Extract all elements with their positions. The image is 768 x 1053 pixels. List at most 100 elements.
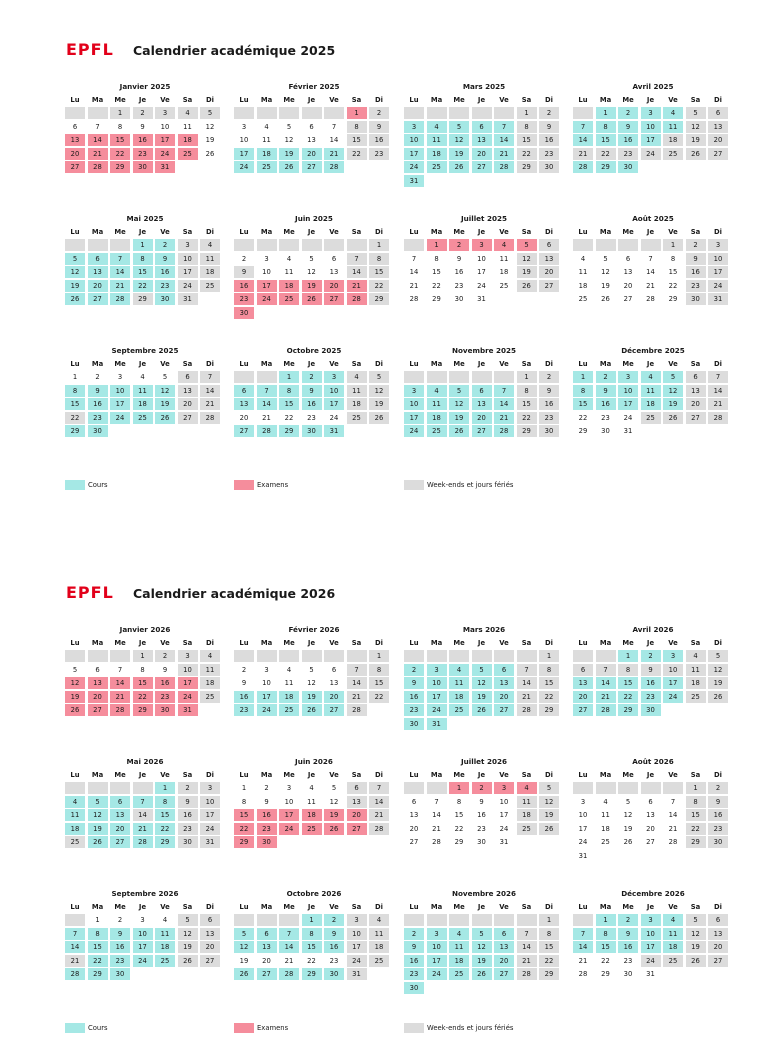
- day-cell: 21: [516, 954, 537, 967]
- day-cell: 9: [155, 252, 175, 265]
- day-cell: 21: [668, 824, 678, 833]
- day-cell: 24: [256, 293, 277, 305]
- day-cell: 13: [471, 398, 492, 410]
- empty-day-cell: [426, 371, 447, 383]
- weekday-label: Je: [477, 639, 486, 647]
- weekday-label: Ve: [160, 903, 170, 911]
- day-cell: 13: [87, 677, 108, 689]
- day-cell: 5: [625, 797, 631, 806]
- day-cell: 22: [284, 413, 294, 422]
- day-cell: 2: [177, 782, 198, 794]
- day-cell: 30: [454, 295, 464, 303]
- day-cell: 21: [646, 281, 655, 290]
- weekday-label: Sa: [690, 639, 701, 647]
- day-cell: 4: [264, 122, 269, 131]
- day-cell: 26: [369, 411, 389, 424]
- day-cell: 21: [369, 809, 389, 821]
- weekday-label: Je: [307, 228, 316, 236]
- weekday-label: Di: [375, 96, 383, 104]
- day-cell: 19: [301, 690, 322, 703]
- empty-day-cell: [426, 914, 447, 926]
- day-cell: 27: [471, 425, 492, 437]
- weekday-label: Ve: [160, 771, 170, 779]
- day-cell: 10: [346, 927, 367, 940]
- day-cell: 12: [685, 927, 706, 940]
- weekday-label: Ma: [599, 639, 612, 647]
- day-cell: 17: [256, 279, 277, 292]
- day-cell: 21: [200, 398, 220, 410]
- empty-day-cell: [449, 650, 469, 662]
- day-cell: 2: [618, 107, 638, 119]
- weekday-label: Sa: [182, 639, 193, 647]
- day-cell: 8: [539, 927, 559, 940]
- day-cell: 7: [595, 663, 616, 676]
- day-cell: 16: [87, 398, 108, 410]
- empty-day-cell: [573, 914, 593, 926]
- day-cell: 31: [477, 295, 486, 303]
- day-cell: 20: [471, 411, 492, 424]
- day-cell: 17: [404, 411, 424, 424]
- day-cell: 13: [494, 941, 514, 953]
- legend-swatch: [404, 480, 424, 490]
- day-cell: 18: [663, 941, 683, 953]
- legend-swatch: [404, 1023, 424, 1033]
- empty-day-cell: [65, 650, 85, 662]
- day-cell: 5: [663, 371, 683, 383]
- day-cell: 4: [494, 239, 514, 251]
- month-calendar: Mars 2025 Lu Ma Me Je Ve Sa Di 1 2 3 4 5 6 7 8 9 10 11 12 13…: [404, 82, 564, 192]
- legend-item: Week-ends et jours fériés: [404, 1023, 554, 1033]
- month-title: Janvier 2025: [119, 82, 171, 91]
- day-cell: 13: [346, 795, 367, 808]
- day-cell: 24: [426, 968, 447, 980]
- day-cell: 1: [155, 782, 175, 794]
- day-cell: 27: [708, 147, 728, 160]
- empty-day-cell: [449, 107, 469, 119]
- day-cell: 9: [140, 122, 145, 131]
- day-cell: 13: [708, 927, 728, 940]
- day-cell: 27: [708, 954, 728, 967]
- day-cell: 22: [454, 824, 464, 833]
- weekday-label: Sa: [182, 96, 193, 104]
- day-cell: 18: [369, 941, 389, 953]
- day-cell: 29: [516, 161, 537, 173]
- day-cell: 24: [155, 147, 175, 160]
- legend-item: Week-ends et jours fériés: [404, 480, 554, 490]
- day-cell: 28: [324, 161, 344, 173]
- day-cell: 25: [301, 822, 322, 835]
- empty-day-cell: [516, 914, 537, 926]
- day-cell: 5: [286, 122, 292, 131]
- weekday-label: Ma: [91, 639, 104, 647]
- day-cell: 15: [369, 677, 389, 689]
- day-cell: 23: [132, 147, 153, 160]
- day-cell: 10: [640, 927, 661, 940]
- day-cell: 29: [595, 161, 616, 173]
- day-cell: 22: [668, 281, 678, 290]
- day-cell: 25: [346, 411, 367, 424]
- weekday-label: Lu: [239, 96, 249, 104]
- day-cell: 24: [623, 413, 633, 422]
- day-cell: 9: [324, 927, 344, 940]
- calendar-title: Calendrier académique 2025: [133, 43, 336, 58]
- day-cell: 27: [87, 704, 108, 716]
- empty-day-cell: [494, 650, 514, 662]
- day-cell: 26: [301, 293, 322, 305]
- legend-swatch: [234, 1023, 254, 1033]
- day-cell: 6: [648, 797, 653, 806]
- day-cell: 30: [177, 836, 198, 848]
- empty-day-cell: [346, 650, 367, 662]
- day-cell: 8: [670, 254, 676, 263]
- day-cell: 10: [426, 677, 447, 689]
- day-cell: 21: [110, 279, 130, 292]
- day-cell: 16: [640, 677, 661, 689]
- day-cell: 1: [72, 373, 78, 381]
- day-cell: 24: [426, 704, 447, 716]
- weekday-label: Lu: [409, 228, 419, 236]
- day-cell: 15: [110, 134, 130, 146]
- day-cell: 30: [155, 704, 175, 716]
- weekday-label: Me: [453, 903, 465, 911]
- day-cell: 17: [640, 941, 661, 953]
- day-cell: 23: [539, 147, 559, 160]
- day-cell: 9: [479, 797, 484, 806]
- day-cell: 21: [595, 690, 616, 703]
- day-cell: 11: [449, 677, 469, 689]
